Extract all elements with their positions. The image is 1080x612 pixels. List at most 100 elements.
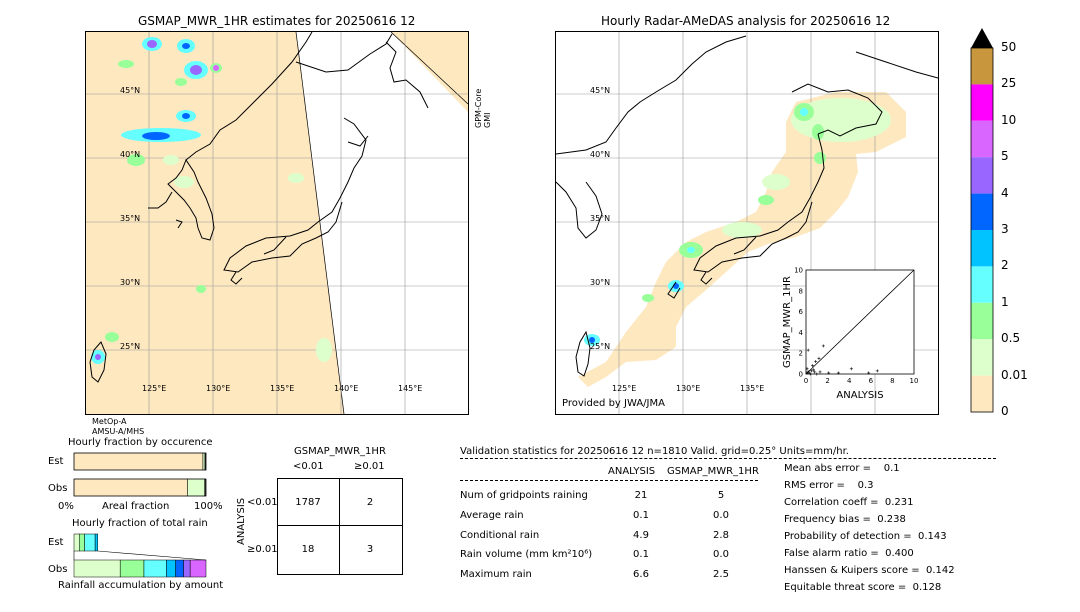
lat-label: 25°N — [590, 342, 611, 351]
scatter-point — [817, 356, 821, 360]
validation-row-gsmap: 5 — [717, 490, 725, 501]
colorbar-tick-label: 0.01 — [1001, 367, 1028, 382]
lon-label: 135°E — [740, 384, 765, 393]
lon-label: 130°E — [676, 384, 701, 393]
colorbar-tick-label: 5 — [1001, 149, 1009, 164]
validation-row-label: Average rain — [460, 510, 524, 521]
rainfall-bar-segment — [94, 533, 99, 552]
contingency-row-lt: <0.01 — [247, 497, 278, 508]
colorbar-segment — [971, 375, 993, 412]
validation-row-gsmap: 0.0 — [713, 549, 729, 560]
lat-label: 40°N — [120, 150, 141, 159]
rainfall-bar-segment — [73, 559, 121, 578]
left-map-coastline — [89, 32, 429, 383]
lon-label: 130°E — [206, 384, 231, 393]
lon-label: 135°E — [270, 384, 295, 393]
scatter-inset: 0 2 4 6 8 10 0 2 4 6 8 10 ANALYSIS GSMAP_MWR_1HR — [782, 267, 919, 402]
occurrence-title: Hourly fraction by occurence — [68, 437, 213, 448]
validation-row-label: Conditional rain — [460, 530, 540, 541]
left-map-rain — [91, 37, 332, 364]
rainfall-bar-segment — [175, 559, 184, 578]
scatter-point — [814, 360, 818, 364]
occurrence-bar-segment — [187, 478, 205, 497]
colorbar-segment — [971, 302, 993, 340]
contingency-cell: 1787 — [295, 497, 321, 508]
validation-row-analysis: 0.1 — [633, 510, 649, 521]
rainfall-bar-segment — [79, 533, 85, 552]
rainfall-title: Hourly fraction of total rain — [72, 518, 208, 529]
scatter-point — [809, 369, 813, 373]
rainfall-connector — [97, 550, 207, 561]
contingency-cell: 3 — [366, 544, 374, 555]
left-map-canvas — [86, 32, 468, 414]
lon-label: 125°E — [612, 384, 637, 393]
occurrence-obs-label: Obs — [48, 483, 68, 494]
lat-label: 45°N — [590, 86, 611, 95]
lon-label: 140°E — [334, 384, 359, 393]
score-line: Mean abs error = 0.1 — [784, 463, 900, 474]
colorbar-segment — [971, 48, 993, 85]
scatter-x-tick: 4 — [847, 377, 852, 385]
occurrence-bar-segment — [73, 452, 204, 471]
scatter-point — [808, 372, 812, 376]
occurrence-x-right: 100% — [194, 501, 223, 512]
right-map-title: Hourly Radar-AMeDAS analysis for 2025061… — [601, 14, 891, 28]
score-line: Probability of detection = 0.143 — [784, 531, 947, 542]
rainfall-bar-segment — [119, 559, 145, 578]
validation-row-analysis: 21 — [634, 490, 648, 501]
right-map: 45°N 40°N 35°N 30°N 25°N 125°E 130°E 135… — [555, 31, 939, 415]
scatter-y-tick: 0 — [799, 371, 803, 379]
lat-label: 30°N — [590, 278, 611, 287]
contingency-hline — [277, 525, 402, 526]
scatter-y-tick: 4 — [799, 329, 804, 337]
colorbar-tick-label: 50 — [1001, 40, 1017, 54]
colorbar-segment — [971, 193, 993, 230]
contingency-vline — [339, 478, 340, 574]
contingency-col-lt: <0.01 — [293, 461, 324, 472]
rainfall-bar-segment — [84, 533, 96, 552]
lon-label: 125°E — [142, 384, 167, 393]
contingency-cell: 18 — [301, 544, 315, 555]
scatter-y-tick: 8 — [799, 287, 803, 295]
scatter-diagonal — [805, 269, 915, 375]
validation-row-label: Num of gridpoints raining — [460, 490, 588, 501]
colorbar-tick-label: 0 — [1001, 404, 1009, 418]
scatter-point — [813, 370, 817, 374]
validation-col-rule — [460, 480, 758, 481]
validation-header: Validation statistics for 20250616 12 n=… — [460, 446, 849, 457]
scatter-point — [867, 371, 871, 375]
colorbar-tick-label: 2 — [1001, 258, 1009, 273]
occurrence-bars — [73, 452, 207, 497]
occurrence-est-label: Est — [48, 456, 64, 467]
contingency-col-ge: ≥0.01 — [354, 461, 385, 472]
validation-row-gsmap: 2.5 — [713, 569, 729, 580]
scatter-x-tick: 10 — [910, 377, 919, 385]
colorbar-tick-label: 3 — [1001, 222, 1009, 236]
scatter-x-tick: 2 — [825, 377, 829, 385]
left-map-no-data-area — [86, 32, 344, 414]
occurrence-xlabel: Areal fraction — [102, 501, 170, 512]
validation-row-gsmap: 0.0 — [713, 510, 729, 521]
scatter-ylabel: GSMAP_MWR_1HR — [782, 276, 793, 368]
left-map-title: GSMAP_MWR_1HR estimates for 20250616 12 — [138, 14, 416, 28]
sensor-bottom-2: AMSU-A/MHS — [92, 427, 145, 436]
rainfall-bar-segment — [183, 559, 191, 578]
lat-label: 35°N — [590, 214, 611, 223]
occurrence-x-left: 0% — [58, 501, 74, 512]
score-line: RMS error = 0.3 — [784, 480, 874, 491]
validation-row-analysis: 6.6 — [633, 569, 649, 580]
colorbar-segment — [971, 339, 993, 376]
scatter-y-tick: 6 — [799, 308, 804, 316]
score-line: Hanssen & Kuipers score = 0.142 — [784, 565, 955, 576]
occurrence-bar-segment — [73, 478, 188, 497]
rainfall-bar-segment — [73, 533, 80, 552]
right-map-rain — [584, 98, 891, 346]
lat-label: 35°N — [120, 214, 141, 223]
contingency-row-ge: ≥0.01 — [247, 544, 278, 555]
rainfall-est-label: Est — [48, 537, 64, 548]
sensor-side-label: GPM-Core GMI — [474, 88, 492, 128]
rainfall-bar-segment — [189, 559, 207, 578]
scatter-point — [827, 371, 831, 375]
colorbar-extend-arrow — [971, 28, 993, 48]
score-line: Equitable threat score = 0.128 — [784, 582, 942, 593]
